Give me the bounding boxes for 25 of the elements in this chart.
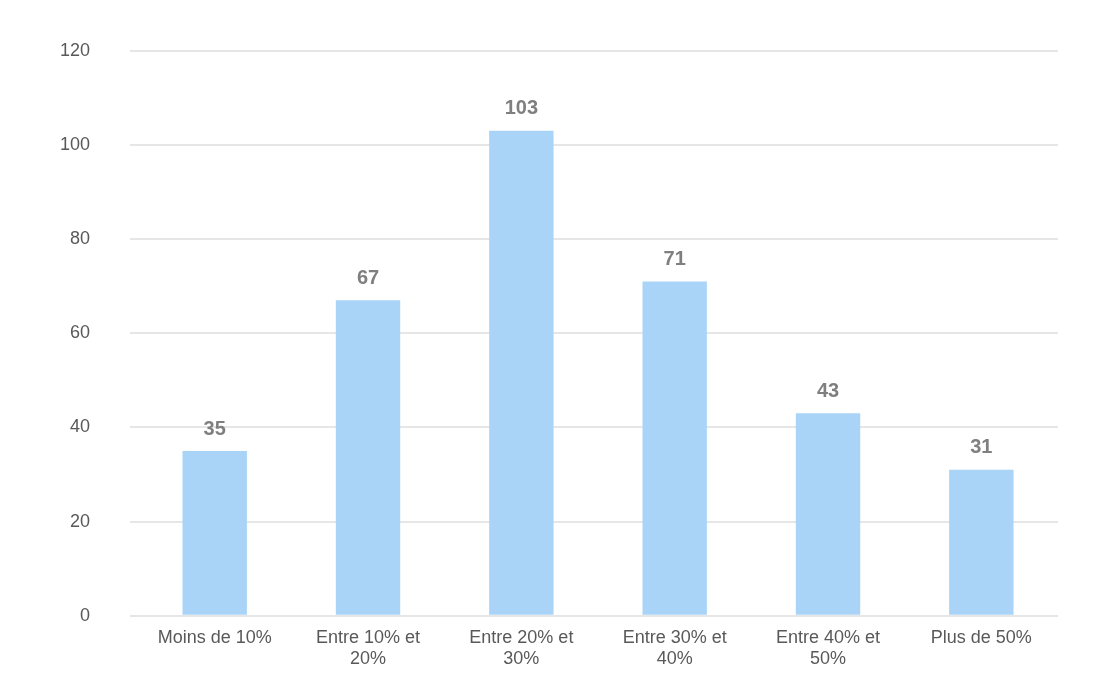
y-tick-label: 0 — [80, 604, 91, 625]
x-tick-label: Entre 40% et 50% — [775, 626, 881, 669]
x-tick-label: Entre 20% et 30% — [469, 626, 574, 669]
bar — [335, 300, 401, 615]
y-tick-label: 20 — [70, 510, 91, 531]
data-label: 35 — [203, 416, 226, 439]
bar — [182, 451, 247, 615]
y-tick-label: 40 — [70, 416, 91, 437]
y-tick-label: 80 — [70, 228, 91, 249]
y-tick-label: 60 — [70, 322, 91, 343]
bar — [489, 130, 554, 615]
bar — [949, 469, 1014, 615]
bar — [795, 413, 861, 615]
data-label: 103 — [504, 96, 539, 119]
x-tick-label: Plus de 50% — [930, 626, 1032, 647]
y-tick-label: 120 — [59, 39, 91, 60]
data-label: 43 — [816, 378, 840, 401]
x-tick-label: Entre 10% et 20% — [315, 626, 421, 669]
x-tick-label: Moins de 10% — [157, 626, 272, 647]
data-label: 71 — [663, 247, 686, 270]
y-tick-label: 100 — [59, 133, 91, 154]
data-label: 67 — [356, 265, 380, 288]
bar — [642, 281, 707, 615]
data-label: 31 — [970, 435, 993, 458]
x-tick-label: Entre 30% et 40% — [622, 626, 727, 669]
